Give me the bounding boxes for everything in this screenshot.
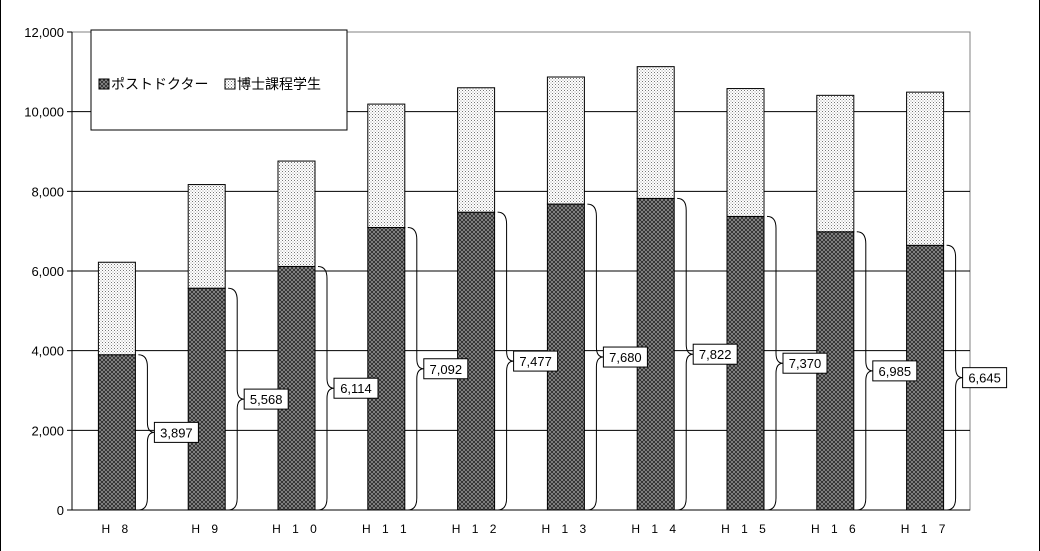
x-axis: H 8 H 9 H 1 0 H 1 1 H 1 2 H 1 3 H 1 4 H 1 5 H 1 … [72,509,970,536]
x-tick-label-H12: H 1 2 [452,522,501,536]
y-tick-label: 8,000 [31,184,64,199]
data-label-box [782,352,828,374]
legend: ポストドクター 博士課程学生 [90,29,348,131]
data-label-H11: 7,092 [430,362,463,377]
bar-student-H13 [546,76,585,205]
legend-swatch-postdoc [98,78,110,90]
bar-student-H10 [277,160,316,267]
legend-swatch-student [224,78,236,90]
y-tick-label: 2,000 [31,423,64,438]
bars [97,66,945,511]
bar-student-H17 [906,91,945,246]
bar-student-H8 [97,261,136,356]
data-label-H15: 7,370 [789,356,822,371]
data-labels: 3,897 5,568 6,114 7,092 7,477 7,680 7,822 7,370… [153,343,1008,443]
data-label-H12: 7,477 [519,354,552,369]
x-tick-label-H14: H 1 4 [631,522,680,536]
y-tick-label: 6,000 [31,264,64,279]
data-label-H8: 3,897 [160,425,193,440]
y-axis: 0 2,000 4,000 6,000 8,000 10,000 12,000 [24,25,73,518]
y-tick-label: 10,000 [24,105,64,120]
data-label-box [692,343,738,365]
bar-student-H12 [457,87,496,213]
data-label-box [423,358,469,380]
bar-postdoc-H11 [367,227,406,511]
x-tick-label-H13: H 1 3 [542,522,591,536]
bar-student-H15 [726,88,765,217]
x-tick-label-H16: H 1 6 [811,522,860,536]
x-tick-label-H15: H 1 5 [721,522,770,536]
data-label-H14: 7,822 [699,347,732,362]
legend-label-student: 博士課程学生 [237,76,321,93]
data-label-box [153,421,199,443]
bar-postdoc-H8 [97,354,136,511]
data-label-H16: 6,985 [879,364,912,379]
x-tick-label-H11: H 1 1 [362,522,411,536]
legend-label-postdoc: ポストドクター [111,77,208,93]
data-label-box [333,377,379,399]
data-label-H10: 6,114 [340,381,372,396]
data-label-H9: 5,568 [250,392,283,407]
data-label-box [872,360,918,382]
y-tick-label: 4,000 [31,344,64,359]
bar-postdoc-H9 [187,287,226,511]
bar-student-H16 [816,94,855,233]
data-label-box [513,350,559,372]
data-label-H17: 6,645 [968,371,1001,386]
x-tick-label-H9: H 9 [191,522,222,536]
x-tick-label-H17: H 1 7 [901,522,950,536]
x-tick-label-H8: H 8 [102,522,133,536]
bar-student-H14 [636,66,675,199]
x-tick-label-H10: H 1 0 [272,522,321,536]
data-label-H13: 7,680 [609,350,642,365]
y-tick-label: 12,000 [24,25,64,40]
data-label-box [962,367,1008,389]
data-label-box [602,346,648,368]
legend-box [90,29,348,131]
bar-student-H11 [367,103,406,229]
bar-postdoc-H10 [277,265,316,511]
data-label-box [243,388,289,410]
y-tick-label: 0 [57,503,64,518]
bar-student-H9 [187,184,226,289]
